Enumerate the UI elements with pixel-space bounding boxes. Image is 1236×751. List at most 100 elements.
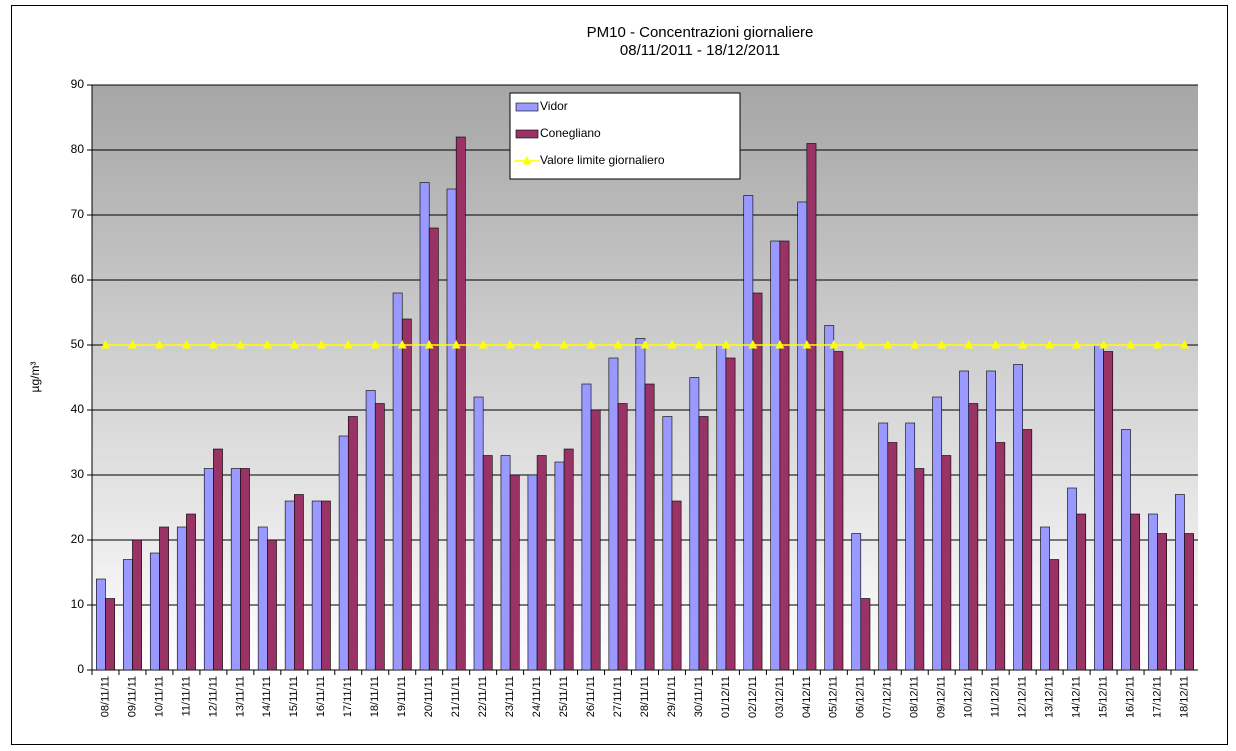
limit-marker: [505, 340, 515, 349]
limit-marker: [829, 340, 839, 349]
bar: [203, 468, 214, 671]
bar: [1076, 513, 1087, 671]
limit-marker: [289, 340, 299, 349]
bar: [995, 442, 1006, 671]
x-tick-label: 28/11/11: [639, 676, 651, 717]
legend-swatch: [515, 129, 539, 139]
bar: [1130, 513, 1141, 671]
bar: [1103, 351, 1114, 671]
limit-marker: [478, 340, 488, 349]
bar: [320, 500, 331, 671]
bar: [797, 201, 808, 671]
limit-marker: [748, 340, 758, 349]
limit-marker: [1045, 340, 1055, 349]
bar: [554, 461, 565, 671]
x-tick-label: 01/12/11: [720, 676, 732, 718]
bar: [294, 494, 304, 671]
bar: [455, 136, 466, 671]
x-tick-label: 29/11/11: [666, 676, 678, 717]
limit-marker: [1180, 340, 1190, 349]
x-tick-label: 15/11/11: [288, 676, 300, 717]
limit-marker: [937, 340, 947, 349]
bar: [1157, 533, 1168, 671]
x-tick-label: 10/11/11: [153, 676, 165, 717]
bar: [176, 526, 187, 671]
bar: [887, 442, 898, 671]
legend-label: Vidor: [540, 99, 568, 113]
legend-label: Conegliano: [540, 126, 601, 140]
bar: [644, 383, 655, 671]
bar: [374, 403, 385, 671]
legend-box: [509, 92, 741, 180]
bar: [347, 416, 358, 671]
bar: [401, 318, 412, 671]
x-tick-label: 03/12/11: [774, 676, 786, 718]
y-tick-label: 50: [71, 337, 85, 351]
bar: [419, 182, 430, 671]
bar: [536, 455, 547, 671]
bar: [959, 370, 970, 671]
bar: [1067, 487, 1077, 671]
x-tick-label: 25/11/11: [558, 676, 570, 717]
bar: [779, 240, 790, 671]
bar: [671, 500, 682, 671]
x-tick-label: 02/12/11: [747, 676, 759, 718]
bar: [860, 598, 871, 671]
bar: [149, 552, 160, 671]
x-tick-label: 16/12/11: [1124, 676, 1136, 718]
bar: [159, 526, 169, 671]
limit-marker: [1153, 340, 1163, 349]
bar: [311, 500, 322, 671]
x-tick-label: 06/12/11: [855, 676, 867, 718]
x-tick-label: 27/11/11: [612, 676, 624, 717]
legend-swatch: [515, 102, 539, 112]
x-tick-label: 09/11/11: [126, 676, 138, 717]
bar: [96, 578, 106, 671]
bar: [824, 325, 835, 671]
limit-marker: [181, 340, 191, 349]
y-tick-label: 90: [71, 77, 85, 91]
limit-marker: [802, 340, 812, 349]
limit-marker: [964, 340, 974, 349]
bar: [338, 435, 349, 671]
limit-marker: [343, 340, 353, 349]
bar: [905, 422, 916, 671]
bar: [635, 338, 646, 671]
x-tick-label: 21/11/11: [450, 676, 462, 717]
bar: [716, 344, 727, 671]
x-tick-label: 17/11/11: [342, 676, 354, 717]
bar: [833, 351, 844, 671]
x-tick-label: 24/11/11: [531, 676, 543, 717]
x-tick-label: 18/11/11: [369, 676, 381, 717]
x-tick-label: 16/11/11: [315, 676, 327, 717]
limit-marker: [154, 340, 164, 349]
bar: [186, 513, 196, 671]
x-tick-label: 04/12/11: [801, 676, 813, 718]
x-tick-label: 23/11/11: [504, 676, 516, 717]
limit-marker: [208, 340, 218, 349]
bar: [257, 526, 268, 671]
x-tick-label: 13/11/11: [234, 676, 246, 717]
limit-marker: [451, 340, 461, 349]
bar: [122, 559, 133, 671]
limit-marker: [1072, 340, 1082, 349]
bar: [1094, 344, 1104, 671]
bar: [1121, 429, 1131, 671]
y-tick-label: 80: [71, 142, 85, 156]
bar: [428, 227, 439, 671]
bar: [590, 409, 601, 671]
limit-marker: [262, 340, 272, 349]
x-tick-label: 11/12/11: [990, 676, 1002, 717]
limit-marker: [559, 340, 569, 349]
y-tick-label: 30: [71, 467, 85, 481]
x-tick-label: 12/12/11: [1017, 676, 1029, 718]
bar: [240, 468, 250, 671]
limit-marker: [370, 340, 380, 349]
bar: [617, 403, 628, 671]
bar: [1184, 533, 1194, 671]
chart-title: PM10 - Concentrazioni giornaliere: [587, 24, 814, 41]
bar: [608, 357, 619, 671]
bar: [446, 188, 457, 671]
bar: [392, 292, 403, 671]
